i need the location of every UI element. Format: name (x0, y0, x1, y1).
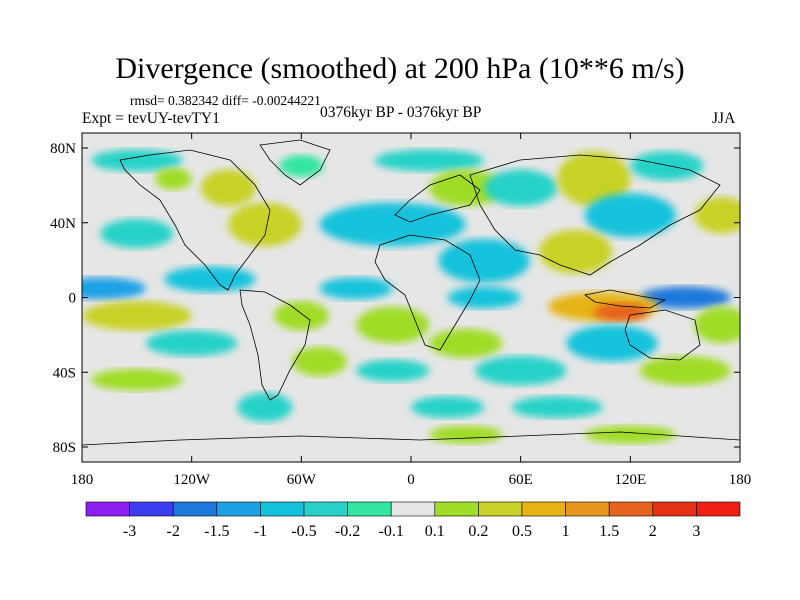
field-blob (474, 355, 567, 386)
field-blob (200, 169, 256, 207)
field-blob (447, 286, 521, 309)
colorbar-swatch (303, 501, 348, 517)
field-blob (557, 151, 631, 207)
axis-ticks (81, 133, 741, 462)
field-blob (630, 151, 704, 181)
colorbar-label: -1.5 (204, 523, 229, 540)
x-tick-label: 0 (407, 472, 415, 488)
colorbar-label: 0.2 (468, 523, 488, 540)
x-tick-label: 60W (287, 472, 317, 488)
field-blob (411, 396, 485, 419)
field-blob (694, 306, 740, 344)
field-blob (566, 324, 658, 362)
field-blob (429, 425, 503, 444)
colorbar-label: -0.5 (291, 523, 316, 540)
colorbar-swatch (260, 501, 305, 517)
colorbar-swatch (434, 501, 479, 517)
colorbar-swatch (85, 501, 130, 517)
colorbar-swatch (608, 501, 654, 517)
field-blob (100, 218, 174, 249)
colorbar-swatch (172, 501, 218, 517)
experiment-label: Expt = tevUY-tevTY1 (82, 110, 220, 127)
x-tick-label: 180 (729, 472, 752, 488)
field-blob (429, 169, 503, 207)
coastlines (82, 139, 740, 446)
chart-title: Divergence (smoothed) at 200 hPa (10**6 … (115, 52, 685, 85)
y-tick-label: 80S (53, 440, 76, 456)
field-blob (292, 346, 348, 377)
colorbar-label: -2 (167, 523, 180, 540)
field-blob (145, 330, 238, 356)
field-blob (164, 266, 256, 293)
field-blob (82, 301, 192, 331)
y-tick-label: 80N (50, 141, 76, 157)
stats-line: rmsd= 0.382342 diff= -0.00244221 (130, 93, 321, 108)
colorbar-swatch (521, 501, 566, 517)
field-blob (155, 167, 192, 190)
colorbar-label: 3 (692, 523, 700, 540)
field-blob (237, 392, 293, 422)
y-tick-label: 40S (53, 365, 76, 381)
field-blob (356, 306, 430, 344)
colorbar-label: 2 (649, 523, 657, 540)
colorbar-swatch (390, 501, 436, 517)
colorbar-swatch (696, 501, 741, 517)
field-blob (279, 154, 324, 177)
colorbar-swatch (129, 501, 174, 517)
field-blob (438, 239, 530, 283)
field-blob (374, 149, 485, 172)
colorbar-label: 0.5 (512, 523, 532, 540)
colorbar-label: -0.2 (335, 523, 360, 540)
x-tick-label: 120E (614, 472, 646, 488)
field-blob (319, 277, 393, 300)
field-blob (694, 196, 740, 234)
colorbar-swatch (652, 501, 697, 517)
field-blob (639, 286, 731, 309)
field-blob (356, 359, 430, 382)
colorbar: -3 -2 -1.5 -1 -0.5 -0.2 -0.1 0.1 0.2 0.5 1 1.5 2 3 (85, 501, 741, 540)
colorbar-label: 1 (562, 523, 570, 540)
y-tick-label: 0 (69, 291, 77, 307)
divergence-field (82, 149, 740, 444)
field-blob (484, 169, 558, 207)
y-tick-label: 40N (50, 216, 76, 232)
field-blob (319, 202, 466, 247)
field-blob (82, 277, 146, 300)
colorbar-swatch (478, 501, 523, 517)
colorbar-label: -1 (254, 523, 267, 540)
colorbar-swatch (347, 501, 392, 517)
x-tick-label: 60E (509, 472, 533, 488)
colorbar-label: -3 (123, 523, 136, 540)
colorbar-swatch (216, 501, 261, 517)
field-blob (273, 301, 329, 331)
field-blob (91, 149, 183, 172)
colorbar-swatch (565, 501, 610, 517)
field-blob (511, 396, 603, 419)
colorbar-label: -0.1 (379, 523, 404, 540)
field-blob (639, 355, 731, 386)
x-tick-label: 180 (71, 472, 94, 488)
axis-tick-labels: 180 120W 60W 0 60E 120E 180 80N 40N 0 40S 80S (50, 141, 751, 488)
field-blob (538, 229, 613, 274)
field-blob (228, 202, 302, 247)
field-blob (593, 302, 649, 322)
colorbar-label: 0.1 (425, 523, 445, 540)
period-label: 0376kyr BP - 0376kyr BP (320, 104, 482, 121)
field-blob (91, 368, 183, 391)
field-blob (584, 193, 677, 238)
colorbar-label: 1.5 (599, 523, 619, 540)
field-blob (584, 425, 677, 444)
field-blob (429, 328, 503, 358)
x-tick-label: 120W (173, 472, 211, 488)
season-label: JJA (712, 110, 736, 127)
